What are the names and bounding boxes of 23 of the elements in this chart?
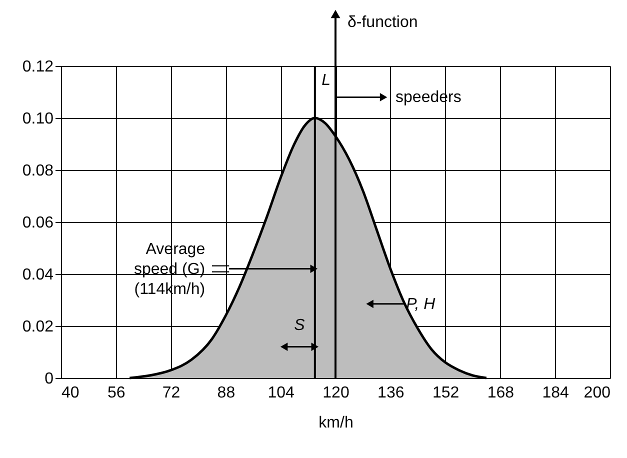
x-tick-label: 104 bbox=[268, 384, 295, 402]
x-tick-label: 56 bbox=[108, 384, 126, 402]
x-tick-label: 168 bbox=[487, 384, 514, 402]
x-tick-label: 136 bbox=[378, 384, 404, 402]
x-tick-label: 200 bbox=[584, 384, 611, 402]
y-tick-label: 0.02 bbox=[22, 318, 54, 336]
ref-line-label: L bbox=[322, 72, 330, 89]
x-tick-label: 72 bbox=[162, 384, 180, 402]
x-tick-label: 184 bbox=[542, 384, 570, 402]
y-tick-label: 0 bbox=[44, 370, 54, 388]
y-tick-label: 0.06 bbox=[22, 214, 54, 232]
x-tick-label: 88 bbox=[217, 384, 236, 402]
x-axis-title: km/h bbox=[318, 414, 354, 432]
annotation: S bbox=[294, 316, 306, 334]
annotation: P, H bbox=[406, 296, 436, 313]
text: δ-function bbox=[348, 14, 418, 31]
x-tick-label: 40 bbox=[62, 384, 80, 402]
x-tick-label: 152 bbox=[432, 384, 460, 402]
y-tick-label: 0.08 bbox=[22, 162, 54, 180]
y-tick-label: 0.10 bbox=[22, 110, 54, 128]
y-tick-label: 0.12 bbox=[22, 58, 54, 76]
y-tick-label: 0.04 bbox=[22, 266, 54, 284]
x-tick-label: 120 bbox=[322, 384, 350, 402]
